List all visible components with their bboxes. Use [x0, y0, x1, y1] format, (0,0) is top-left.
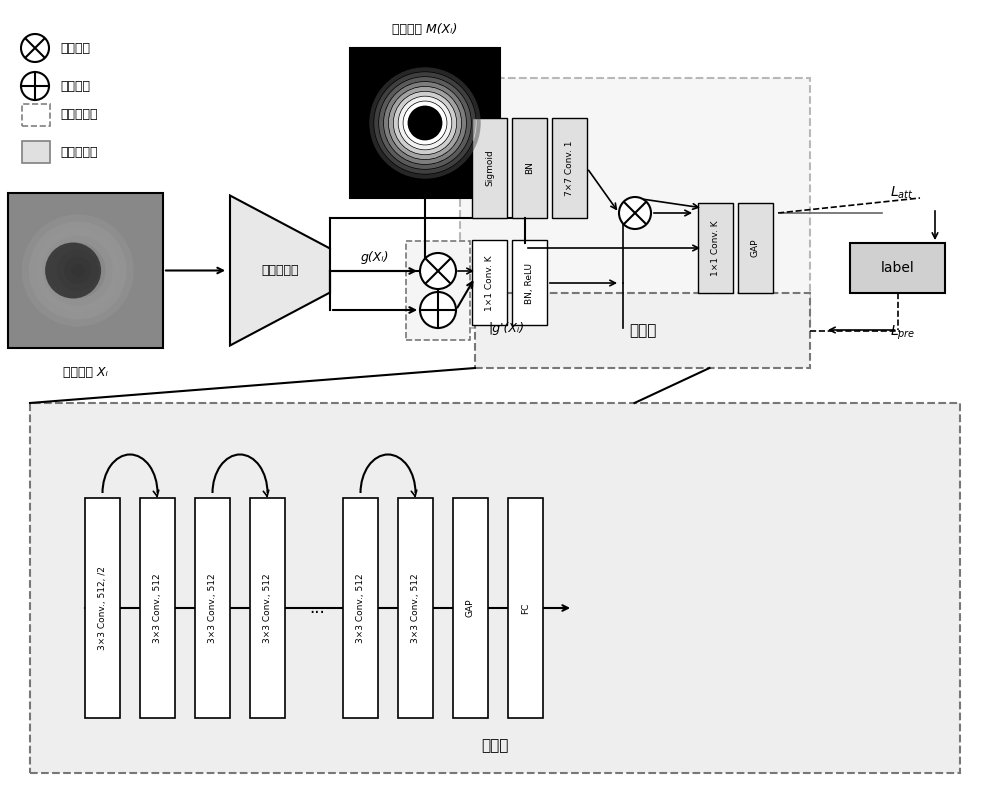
Circle shape	[36, 228, 120, 313]
Text: 3×3 Conv., 512: 3×3 Conv., 512	[356, 573, 365, 643]
Circle shape	[21, 34, 49, 62]
Bar	[512, 118, 547, 218]
Bar	[508, 498, 543, 718]
Circle shape	[43, 235, 113, 306]
Text: 元素相加: 元素相加	[60, 80, 90, 93]
Circle shape	[50, 243, 106, 298]
Text: 输入图像 Xᵢ: 输入图像 Xᵢ	[63, 366, 108, 379]
Bar	[22, 141, 50, 163]
Bar	[453, 498, 488, 718]
Bar	[738, 203, 773, 293]
Text: 1×1 Conv. K: 1×1 Conv. K	[711, 220, 720, 276]
Circle shape	[420, 253, 456, 289]
Text: g(Xᵢ): g(Xᵢ)	[361, 251, 389, 264]
Bar	[250, 498, 285, 718]
Bar	[30, 403, 960, 773]
Circle shape	[57, 250, 99, 291]
Circle shape	[64, 256, 92, 285]
Text: BN, ReLU: BN, ReLU	[525, 263, 534, 303]
Text: FC: FC	[521, 602, 530, 614]
Circle shape	[29, 222, 127, 319]
Bar	[140, 498, 175, 718]
Text: Sigmoid: Sigmoid	[485, 150, 494, 187]
Bar	[406, 241, 470, 340]
Bar	[472, 118, 507, 218]
Circle shape	[45, 243, 101, 298]
Text: 注意力分支: 注意力分支	[60, 145, 98, 159]
Text: 3×3 Conv., 512: 3×3 Conv., 512	[263, 573, 272, 643]
Text: 分类器: 分类器	[629, 323, 656, 338]
Bar	[850, 243, 945, 293]
Text: $L_{pre}$: $L_{pre}$	[890, 324, 915, 342]
Text: 3×3 Conv., 512: 3×3 Conv., 512	[153, 573, 162, 643]
Polygon shape	[230, 196, 330, 346]
Text: ...: ...	[309, 599, 325, 617]
Text: 3×3 Conv., 512: 3×3 Conv., 512	[411, 573, 420, 643]
Text: 3×3 Conv., 512: 3×3 Conv., 512	[208, 573, 217, 643]
Text: $L_{att}$: $L_{att}$	[890, 185, 914, 201]
Bar	[350, 48, 500, 198]
Text: 特征提取器: 特征提取器	[261, 264, 299, 277]
Text: label: label	[881, 261, 914, 275]
Bar	[195, 498, 230, 718]
Bar	[343, 498, 378, 718]
Bar	[8, 193, 163, 348]
Bar	[552, 118, 587, 218]
Text: 1×1 Conv. K: 1×1 Conv. K	[485, 255, 494, 310]
Bar	[475, 293, 810, 368]
Circle shape	[420, 292, 456, 328]
Bar	[398, 498, 433, 718]
Circle shape	[22, 215, 134, 326]
Bar	[512, 240, 547, 326]
Bar	[472, 240, 507, 326]
Text: 注意力图 M(Xᵢ): 注意力图 M(Xᵢ)	[392, 23, 458, 36]
Text: 3×3 Conv., 512, /2: 3×3 Conv., 512, /2	[98, 566, 107, 650]
Text: 分类器: 分类器	[481, 738, 509, 753]
Bar	[8, 193, 163, 348]
Text: GAP: GAP	[751, 239, 760, 257]
Circle shape	[619, 197, 651, 229]
Text: BN: BN	[525, 161, 534, 175]
Text: 7×7 Conv. 1: 7×7 Conv. 1	[565, 140, 574, 196]
Bar	[698, 203, 733, 293]
Circle shape	[21, 72, 49, 100]
Circle shape	[71, 263, 85, 278]
Text: 元素相乘: 元素相乘	[60, 41, 90, 54]
Bar	[460, 78, 810, 328]
Text: |g'(Xᵢ): |g'(Xᵢ)	[488, 322, 524, 335]
Text: GAP: GAP	[466, 598, 475, 617]
Text: 注意力机制: 注意力机制	[60, 109, 98, 121]
Bar	[85, 498, 120, 718]
Bar	[22, 104, 50, 126]
